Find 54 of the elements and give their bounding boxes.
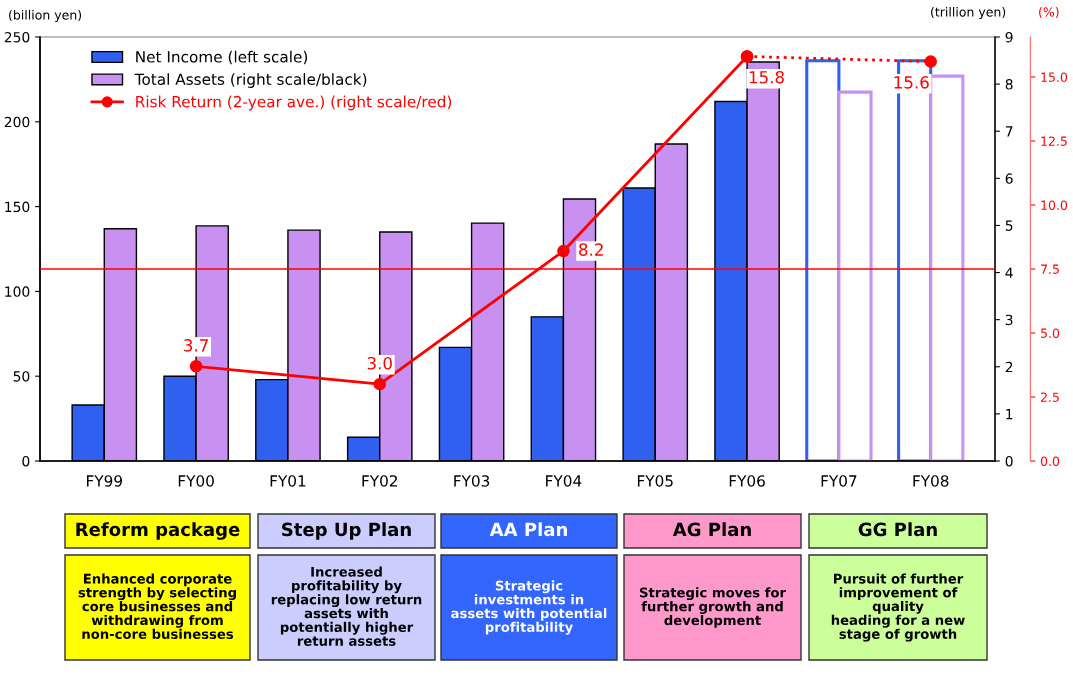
x-tick-label: FY03	[454, 475, 490, 487]
y2-tick-label: 4	[1005, 267, 1013, 278]
x-tick-label: FY99	[87, 475, 122, 487]
text: AG Plan	[672, 522, 751, 537]
legend-label: Net Income (left scale)	[136, 50, 308, 65]
text: AA Plan	[489, 522, 567, 537]
y3-tick-label: 2.5	[1040, 392, 1059, 402]
y2-axis-title: (trillion yen)	[931, 6, 1006, 20]
y-axis-title: (billion yen)	[9, 9, 82, 23]
text: Reform package	[76, 522, 240, 540]
data-label: 3.0	[367, 356, 392, 370]
x-tick-label: FY02	[362, 475, 398, 487]
y-tick-label: 250	[4, 31, 30, 43]
data-label: 3.7	[184, 339, 208, 352]
text: Enhanced corporate strength by selecting core businesses and withdrawing from non-core businesses	[78, 573, 236, 639]
y2-tick-label: 1	[1006, 409, 1013, 420]
y2-tick-label: 6	[1005, 173, 1013, 184]
y3-tick-label: 12.5	[1041, 136, 1067, 146]
y3-tick-label: 15.0	[1041, 72, 1068, 82]
x-tick-label: FY07	[821, 475, 857, 487]
y3-tick-label: 0.0	[1040, 456, 1060, 466]
text: GG Plan	[858, 522, 937, 537]
data-label: 15.8	[749, 70, 784, 84]
x-tick-label: FY04	[546, 475, 582, 487]
y-tick-label: 100	[5, 286, 30, 297]
y2-tick-label: 0	[1005, 455, 1013, 467]
y3-tick-label: 5.0	[1041, 328, 1060, 338]
y-tick-label: 0	[22, 455, 30, 467]
data-label: 15.6	[894, 76, 929, 89]
y3-axis-title: (%)	[1039, 6, 1059, 19]
x-tick-label: FY08	[913, 475, 949, 487]
x-tick-label: FY06	[729, 475, 765, 487]
text: Strategic investments in assets with potential profitability	[451, 580, 607, 635]
legend-label: Risk Return (2-year ave.) (right scale/red)	[136, 95, 452, 111]
text: Pursuit of further improvement of quality heading for a new stage of growth	[831, 573, 965, 642]
text: Increased profitability by replacing low return assets with potentially higher return assets	[271, 566, 422, 646]
y2-tick-label: 7	[1005, 126, 1013, 137]
y-tick-label: 50	[13, 371, 30, 382]
text: Strategic moves for further growth and development	[639, 587, 786, 628]
y2-tick-label: 9	[1005, 31, 1013, 43]
y2-tick-label: 5	[1005, 220, 1013, 231]
text: Step Up Plan	[282, 522, 411, 540]
data-label: 8.2	[579, 243, 603, 256]
y3-tick-label: 7.5	[1041, 264, 1059, 274]
y2-tick-label: 2	[1005, 361, 1013, 373]
y-tick-label: 150	[5, 201, 30, 213]
y2-tick-label: 3	[1005, 314, 1013, 326]
x-tick-label: FY05	[637, 475, 673, 487]
legend-label: Total Assets (right scale/black)	[134, 73, 367, 88]
x-tick-label: FY01	[270, 475, 306, 487]
y3-tick-label: 10.0	[1041, 200, 1068, 210]
x-tick-label: FY00	[178, 475, 214, 487]
y-tick-label: 200	[4, 116, 30, 128]
y2-tick-label: 8	[1005, 79, 1013, 90]
